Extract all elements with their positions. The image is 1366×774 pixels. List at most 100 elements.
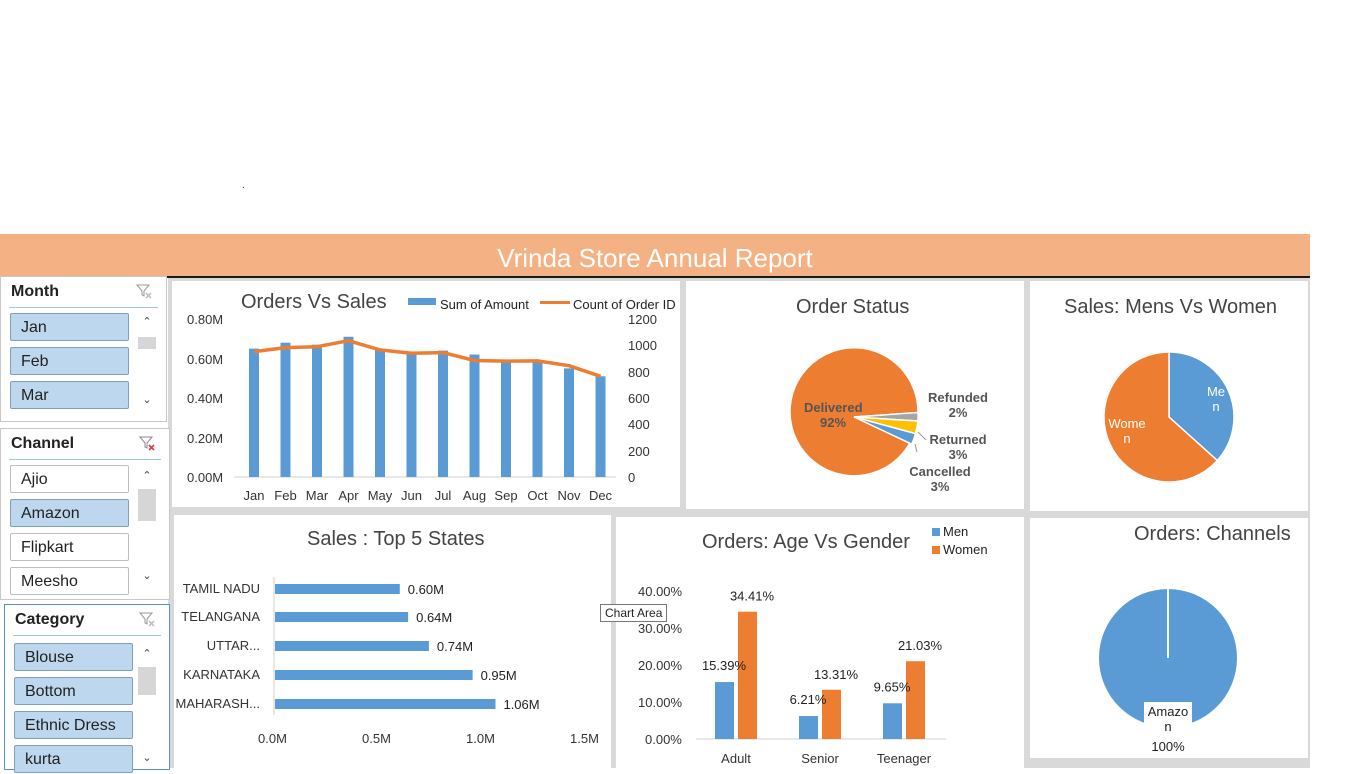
scroll-down-icon[interactable]: ⌄ <box>142 752 152 764</box>
x-tick-label: Nov <box>557 488 581 503</box>
chart-orders-vs-sales[interactable]: Orders Vs Sales Sum of Amount Count of O… <box>172 281 680 507</box>
legend-label-women: Women <box>943 542 988 557</box>
scroll-thumb[interactable] <box>138 337 156 349</box>
slicer-item-bottom[interactable]: Bottom <box>14 677 133 705</box>
report-banner: Vrinda Store Annual Report <box>0 234 1310 278</box>
bar-amount-nov <box>564 368 574 477</box>
slicer-item-amazon[interactable]: Amazon <box>10 499 129 527</box>
chart-top-states[interactable]: Sales : Top 5 States 0.0M 0.5M 1.0M 1.5M… <box>174 515 611 768</box>
slicer-item-kurta[interactable]: kurta <box>14 745 133 773</box>
slice-label-women: Wome n <box>1108 416 1146 446</box>
report-title: Vrinda Store Annual Report <box>497 243 813 273</box>
slice-label-refunded: Refunded 2% <box>928 390 988 420</box>
y2-tick: 400 <box>628 417 650 432</box>
x-tick: 1.0M <box>466 731 495 746</box>
x-tick-label: Feb <box>274 488 296 503</box>
slicer-item-ethnic-dress[interactable]: Ethnic Dress <box>14 711 133 739</box>
scroll-down-icon[interactable]: ⌄ <box>142 394 152 406</box>
y-tick: 40.00% <box>638 584 683 599</box>
scroll-thumb[interactable] <box>138 489 156 521</box>
x-tick: 0.0M <box>258 731 287 746</box>
y2-tick: 1200 <box>628 312 657 327</box>
bar-state <box>275 641 429 651</box>
x-tick-label: Jan <box>244 488 265 503</box>
y-tick: 20.00% <box>638 658 683 673</box>
bar-amount-sep <box>501 360 511 477</box>
x-tick-label: May <box>368 488 393 503</box>
clear-filter-icon[interactable] <box>139 435 155 451</box>
x-tick-label: Jun <box>401 488 422 503</box>
x-tick-label: Senior <box>801 751 839 766</box>
scroll-up-icon[interactable]: ⌃ <box>142 648 152 660</box>
x-tick-label: Adult <box>721 751 751 766</box>
scroll-up-icon[interactable]: ⌃ <box>142 470 152 482</box>
slicer-channel: Channel Ajio Amazon Flipkart Meesho ⌃ ⌄ <box>0 428 170 600</box>
bar-amount-dec <box>595 376 606 477</box>
y2-tick: 1000 <box>628 338 657 353</box>
chart-mens-vs-women[interactable]: Sales: Mens Vs Women Me n Wome n <box>1030 281 1308 511</box>
slicer-item-flipkart[interactable]: Flipkart <box>10 533 129 561</box>
bar-amount-mar <box>312 344 322 477</box>
y2-tick: 200 <box>628 444 650 459</box>
slicer-scrollbar[interactable]: ⌃ ⌄ <box>138 469 156 587</box>
x-tick-label: Aug <box>463 488 486 503</box>
slicer-item-ajio[interactable]: Ajio <box>10 465 129 493</box>
slicer-month: Month Jan Feb Mar ⌃ ⌄ <box>0 276 167 422</box>
bar-value-label: 0.95M <box>481 668 517 683</box>
data-label-men: 15.39% <box>702 658 747 673</box>
bar-value-label: 1.06M <box>503 697 539 712</box>
slicer-item-feb[interactable]: Feb <box>10 347 129 375</box>
x-tick: 1.5M <box>570 731 599 746</box>
clear-filter-icon[interactable] <box>139 611 155 627</box>
scroll-thumb[interactable] <box>138 667 156 695</box>
data-label-women: 13.31% <box>814 667 859 682</box>
label-box <box>1144 702 1192 736</box>
legend-swatch-amount <box>408 298 436 305</box>
bar-value-label: 0.60M <box>408 582 444 597</box>
mens-women-pie <box>1103 351 1235 483</box>
slicer-scrollbar[interactable]: ⌃ ⌄ <box>138 647 156 765</box>
chart-order-status[interactable]: Order Status Delivered 92% Refunded 2% Ret… <box>686 281 1024 509</box>
y-tick: 30.00% <box>638 621 683 636</box>
bar-men <box>883 703 902 739</box>
slicer-divider <box>13 635 161 636</box>
bar-state <box>275 584 400 594</box>
x-tick-label: Teenager <box>877 751 932 766</box>
bar-women <box>822 689 841 739</box>
stray-dot: . <box>242 180 245 191</box>
scroll-up-icon[interactable]: ⌃ <box>142 316 152 328</box>
pie-slice-cancelled <box>853 416 917 446</box>
bar-state <box>275 699 496 709</box>
chart-channels[interactable]: Orders: Channels Amazo n 100% <box>1030 518 1308 758</box>
legend-swatch-women <box>932 546 940 554</box>
pie-slice-delivered <box>789 347 919 477</box>
chart-age-vs-gender[interactable]: Orders: Age Vs Gender Men Women 40.00% 3… <box>616 517 1024 768</box>
orders-sales-plot: Jan Feb Mar Apr May Jun Jul Aug Sep Oct Nov Dec <box>234 336 616 503</box>
x-tick-label: Sep <box>494 488 517 503</box>
bar-value-label: 0.64M <box>416 610 452 625</box>
slicer-item-meesho[interactable]: Meesho <box>10 567 129 595</box>
bar-amount-feb <box>280 342 291 477</box>
bar-value-label: 0.74M <box>437 639 473 654</box>
clear-filter-icon[interactable] <box>136 283 152 299</box>
y2-tick: 800 <box>628 365 650 380</box>
chart-title: Sales : Top 5 States <box>307 528 485 550</box>
bar-amount-aug <box>469 354 480 477</box>
slicer-item-jan[interactable]: Jan <box>10 313 129 341</box>
slicer-scrollbar[interactable]: ⌃ ⌄ <box>138 315 156 411</box>
y-tick: 0.00M <box>187 470 224 485</box>
bar-men <box>715 682 734 739</box>
legend-label-orders: Count of Order ID <box>573 297 676 312</box>
chart-title: Order Status <box>796 296 910 318</box>
slicer-item-blouse[interactable]: Blouse <box>14 643 133 671</box>
data-label-men: 6.21% <box>790 692 827 707</box>
legend-label-men: Men <box>943 524 969 539</box>
slice-label-delivered: Delivered 92% <box>804 400 863 430</box>
pie-slice-men <box>1168 351 1235 462</box>
y2-tick: 600 <box>628 391 650 406</box>
slicer-divider <box>9 459 161 460</box>
x-tick-label: Dec <box>589 488 613 503</box>
scroll-down-icon[interactable]: ⌄ <box>142 570 152 582</box>
bar-men <box>799 716 818 739</box>
slicer-item-mar[interactable]: Mar <box>10 381 129 409</box>
